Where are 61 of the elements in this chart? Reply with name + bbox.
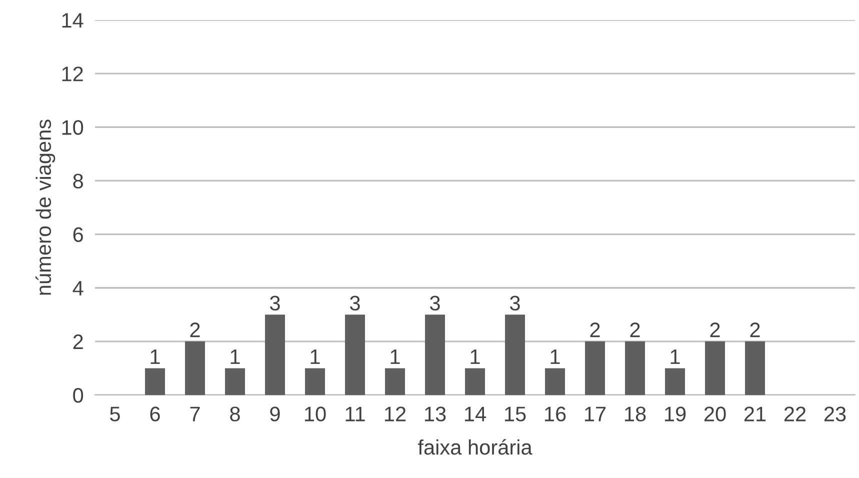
data-label: 2 [750,322,760,338]
data-label: 1 [470,350,480,364]
x-axis-title: faixa horária [418,439,532,455]
data-label: 3 [270,296,280,311]
x-tick-label: 9 [270,406,280,422]
data-label: 1 [550,350,560,364]
bar [505,314,525,395]
bar [585,341,605,395]
data-label: 1 [310,350,320,364]
x-tick-label: 21 [744,406,766,422]
data-label: 3 [350,296,360,311]
x-tick-label: 7 [190,406,200,422]
x-tick-label: 8 [230,406,240,422]
y-tick-label: 14 [62,13,84,28]
x-tick-label: 23 [824,406,846,422]
bar [145,368,165,395]
x-tick-label: 6 [150,406,160,422]
bar [305,368,325,395]
x-tick-label: 10 [305,406,326,422]
x-tick-label: 19 [665,406,686,422]
y-tick-label: 8 [73,174,83,188]
data-label: 2 [710,322,720,338]
y-tick-label: 4 [72,281,84,296]
data-label: 1 [670,350,680,364]
bar [545,368,565,395]
y-tick-label: 6 [73,227,83,242]
y-tick-label: 10 [62,120,84,135]
bar [705,341,725,395]
data-label: 1 [390,350,400,364]
bar [265,314,285,395]
x-tick-label: 12 [385,406,406,422]
x-tick-label: 13 [425,406,446,422]
bar [345,314,365,395]
data-label: 3 [430,296,440,311]
x-tick-label: 15 [505,406,526,422]
bar [745,341,765,395]
data-label: 1 [230,350,240,364]
bar [465,368,485,395]
y-tick-label: 2 [73,334,83,349]
x-tick-label: 5 [110,406,120,422]
y-axis-title: número de viagens [36,120,56,295]
bar [185,341,205,395]
x-tick-label: 14 [465,406,486,422]
data-label: 3 [510,296,520,311]
x-tick-label: 11 [346,406,365,422]
x-tick-label: 22 [784,406,806,422]
x-tick-label: 18 [625,406,646,422]
x-tick-label: 16 [545,406,566,422]
bar [385,368,405,395]
x-tick-label: 20 [704,406,726,422]
data-label: 2 [630,322,640,338]
y-tick-label: 0 [73,388,84,403]
x-tick-label: 17 [585,406,606,422]
bar [625,341,645,395]
data-label: 1 [150,350,160,364]
bar [665,368,685,395]
bar [425,314,445,395]
data-label: 2 [590,322,600,338]
data-label: 2 [190,322,200,338]
bar [225,368,245,395]
y-tick-label: 12 [62,66,83,82]
